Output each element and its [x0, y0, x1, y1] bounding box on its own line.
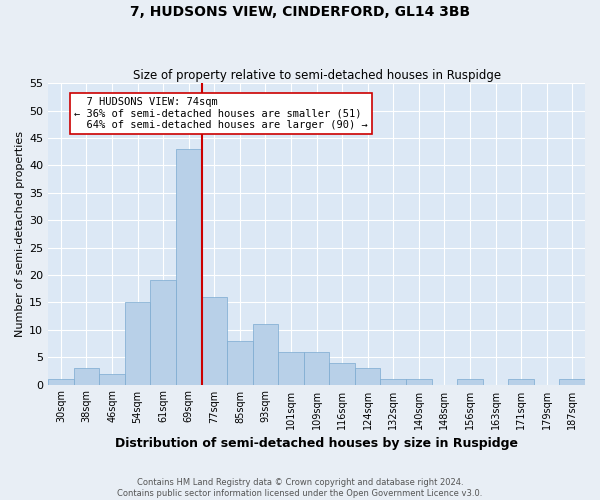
- Bar: [227, 340, 253, 384]
- Bar: [253, 324, 278, 384]
- Y-axis label: Number of semi-detached properties: Number of semi-detached properties: [15, 131, 25, 337]
- Bar: [508, 379, 534, 384]
- Bar: [380, 379, 406, 384]
- Bar: [457, 379, 483, 384]
- Bar: [355, 368, 380, 384]
- Bar: [74, 368, 99, 384]
- Bar: [151, 280, 176, 384]
- Bar: [559, 379, 585, 384]
- Text: Contains HM Land Registry data © Crown copyright and database right 2024.
Contai: Contains HM Land Registry data © Crown c…: [118, 478, 482, 498]
- Bar: [48, 379, 74, 384]
- Bar: [176, 149, 202, 384]
- Text: 7, HUDSONS VIEW, CINDERFORD, GL14 3BB: 7, HUDSONS VIEW, CINDERFORD, GL14 3BB: [130, 5, 470, 19]
- Bar: [99, 374, 125, 384]
- X-axis label: Distribution of semi-detached houses by size in Ruspidge: Distribution of semi-detached houses by …: [115, 437, 518, 450]
- Bar: [329, 362, 355, 384]
- Bar: [202, 297, 227, 384]
- Bar: [278, 352, 304, 384]
- Text: 7 HUDSONS VIEW: 74sqm
← 36% of semi-detached houses are smaller (51)
  64% of se: 7 HUDSONS VIEW: 74sqm ← 36% of semi-deta…: [74, 97, 367, 130]
- Bar: [304, 352, 329, 384]
- Bar: [125, 302, 151, 384]
- Title: Size of property relative to semi-detached houses in Ruspidge: Size of property relative to semi-detach…: [133, 69, 500, 82]
- Bar: [406, 379, 431, 384]
